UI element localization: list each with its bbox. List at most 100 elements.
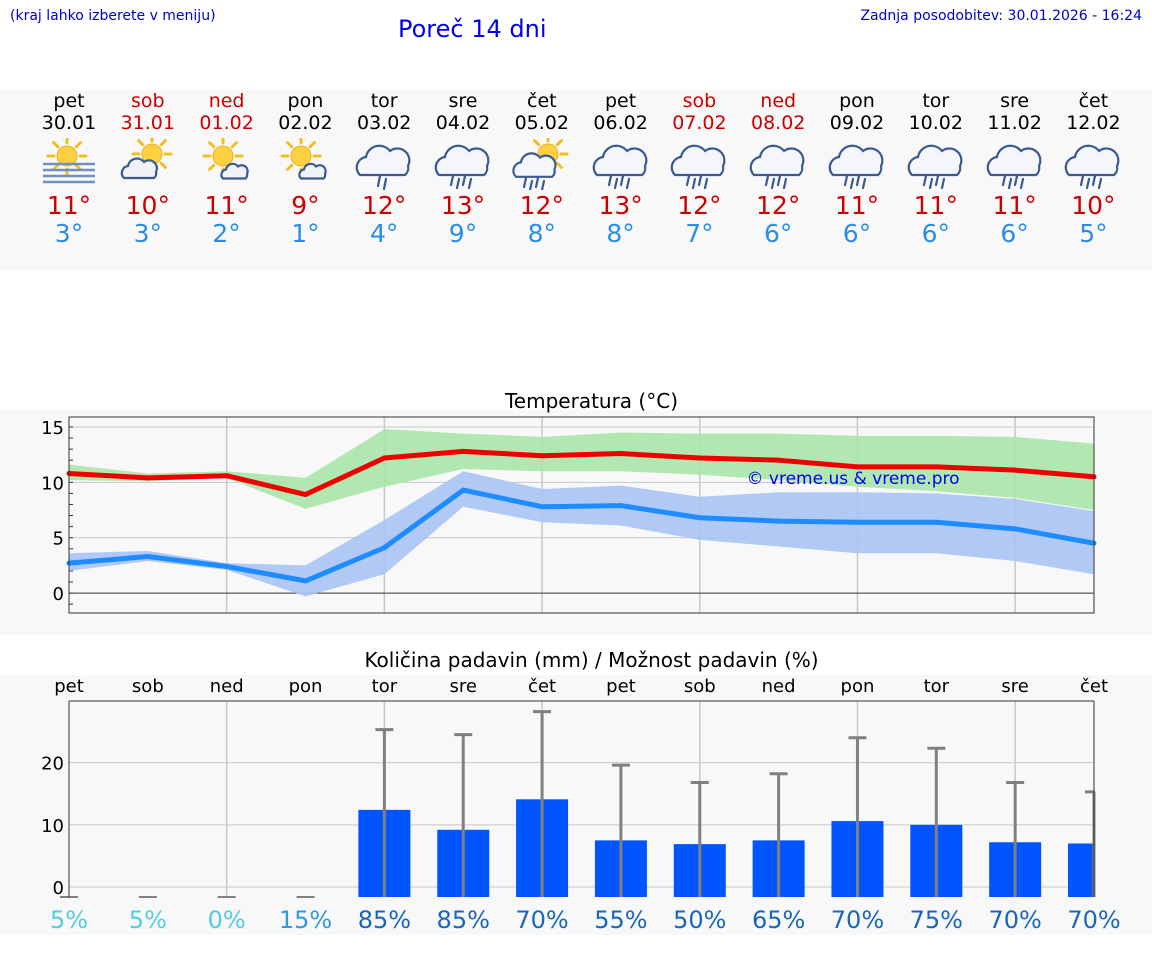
temp-max: 12°: [677, 191, 722, 220]
forecast-day: sre 04.02 13° 9°: [424, 90, 503, 248]
forecast-day: pon 02.02 9° 1°: [266, 90, 345, 248]
x-tick-label: tor: [372, 676, 398, 697]
data-point-min: [145, 554, 151, 560]
cloud-heavy-rain-icon: [434, 144, 490, 190]
forecast-band: [0, 90, 1152, 270]
temp-min: 6°: [921, 219, 950, 248]
cloud-heavy-rain-icon: [592, 144, 648, 190]
sun-cloud-icon: [120, 138, 173, 180]
data-point-min: [224, 563, 230, 569]
forecast-day: pet 30.01 11° 3°: [30, 90, 109, 248]
temp-max: 12°: [519, 191, 564, 220]
data-point-max: [145, 475, 151, 481]
last-update: Zadnja posodobitev: 30.01.2026 - 16:24: [860, 8, 1142, 24]
watermark: © vreme.us & vreme.pro: [746, 469, 959, 489]
data-point-max: [539, 453, 545, 459]
day-name: pet: [53, 90, 85, 112]
y-tick-label: 10: [41, 816, 64, 837]
x-tick-label: pet: [54, 676, 84, 697]
day-date: 10.02: [908, 112, 963, 134]
precip-probability: 5%: [129, 906, 167, 934]
temp-max: 11°: [834, 191, 880, 220]
data-point-max: [224, 473, 230, 479]
temp-max: 11°: [913, 191, 958, 220]
data-point-max: [776, 457, 782, 463]
data-point-max: [933, 464, 939, 470]
temp-max: 11°: [204, 191, 249, 220]
temp-min: 6°: [763, 219, 793, 248]
day-name: sob: [682, 90, 717, 112]
page-title: Poreč 14 dni: [398, 15, 547, 43]
forecast-day: čet 12.02 10° 5°: [1054, 90, 1133, 248]
precip-probability: 5%: [50, 906, 88, 934]
sun-fog-icon: [43, 138, 95, 184]
forecast-day: sre 11.02 11° 6°: [975, 90, 1054, 248]
day-name: pet: [604, 90, 637, 112]
precip-probability: 55%: [594, 906, 647, 934]
temp-max: 12°: [362, 191, 407, 220]
temperature-chart: Temperatura (°C) 0 5 10 15 © vreme.us & vreme…: [41, 389, 1097, 614]
temp-min: 3°: [54, 219, 84, 248]
data-point-min: [618, 503, 624, 509]
y-tick-label: 5: [53, 529, 64, 550]
day-name: pon: [287, 90, 324, 112]
precip-probability: 85%: [437, 906, 490, 934]
temp-max: 13°: [440, 191, 486, 220]
data-point-min: [854, 519, 860, 525]
data-point-max: [854, 464, 860, 470]
day-date: 12.02: [1066, 112, 1121, 134]
day-date: 02.02: [278, 112, 333, 134]
temp-min: 1°: [291, 219, 320, 248]
x-tick-label: čet: [1080, 676, 1108, 697]
y-tick-label: 0: [53, 878, 64, 899]
precip-probability: 70%: [515, 906, 568, 934]
day-date: 04.02: [435, 112, 491, 134]
precip-probability: 70%: [1067, 906, 1120, 934]
forecast-day: sob 31.01 10° 3°: [108, 90, 187, 248]
temp-max: 9°: [291, 191, 320, 220]
y-tick-label: 10: [41, 473, 64, 494]
data-point-max: [460, 448, 466, 454]
precip-probability: 70%: [988, 906, 1041, 934]
x-tick-label: pon: [841, 676, 875, 697]
temp-min: 8°: [606, 219, 635, 248]
temp-min: 9°: [448, 219, 478, 248]
data-point-min: [460, 487, 466, 493]
series-line-max: [68, 448, 1095, 498]
data-point-max: [697, 455, 703, 461]
precip-probability: 70%: [831, 906, 884, 934]
forecast-day: tor 03.02 12° 4°: [345, 90, 424, 248]
precip-probability: 75%: [910, 906, 963, 934]
day-name: sob: [131, 90, 165, 112]
x-tick-label: sob: [684, 676, 716, 697]
chart-title: Količina padavin (mm) / Možnost padavin …: [364, 648, 818, 672]
series-line-min: [68, 487, 1095, 584]
temp-min: 7°: [685, 219, 714, 248]
forecast-day: čet 05.02 12° 8°: [502, 90, 581, 248]
precipitation-chart: Količina padavin (mm) / Možnost padavin …: [41, 648, 1121, 934]
temp-max: 10°: [125, 191, 170, 220]
day-name: čet: [1078, 90, 1109, 112]
data-point-min: [539, 504, 545, 510]
precip-probability: 50%: [673, 906, 726, 934]
x-tick-label: ned: [210, 676, 244, 697]
x-tick-label: pon: [289, 676, 323, 697]
day-name: ned: [760, 90, 797, 112]
temp-min: 6°: [842, 219, 872, 248]
day-date: 31.01: [120, 112, 175, 134]
data-point-min: [1012, 526, 1018, 532]
x-tick-label: sob: [132, 676, 164, 697]
precip-probability: 0%: [208, 906, 246, 934]
day-name: sre: [1000, 90, 1030, 112]
temp-max: 11°: [992, 191, 1037, 220]
cloud-heavy-rain-icon: [907, 144, 963, 190]
day-date: 03.02: [356, 112, 412, 134]
cloud-heavy-rain-icon: [828, 144, 884, 190]
y-tick-label: 20: [41, 754, 64, 775]
temp-min: 6°: [1000, 219, 1029, 248]
forecast-day: pet 06.02 13° 8°: [581, 90, 660, 248]
temp-max: 13°: [598, 191, 643, 220]
temp-max: 12°: [756, 191, 801, 220]
location-hint: (kraj lahko izberete v meniju): [10, 8, 216, 24]
sun-rain-icon: [512, 138, 569, 190]
